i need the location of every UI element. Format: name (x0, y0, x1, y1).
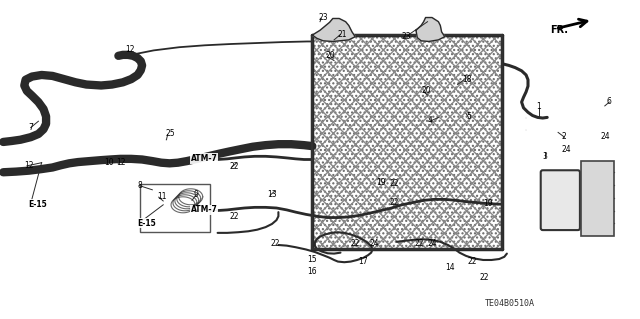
Text: 14: 14 (445, 263, 454, 272)
Text: 20: 20 (421, 86, 431, 95)
Text: E-15: E-15 (138, 219, 156, 228)
Text: 2: 2 (562, 132, 566, 141)
Text: FR.: FR. (550, 25, 568, 35)
Text: E-15: E-15 (28, 200, 47, 209)
Text: 22: 22 (415, 239, 424, 248)
Bar (581, 161, 614, 236)
Text: 22: 22 (229, 162, 239, 171)
Text: 1: 1 (536, 102, 541, 111)
Text: 24: 24 (600, 132, 610, 141)
Text: 24: 24 (562, 145, 572, 154)
Text: 23: 23 (319, 13, 328, 22)
Text: 16: 16 (307, 267, 317, 276)
Text: 4: 4 (428, 116, 433, 125)
FancyBboxPatch shape (541, 170, 580, 230)
Text: 10: 10 (104, 158, 114, 167)
Bar (140, 184, 210, 232)
Bar (312, 35, 502, 249)
Text: 7: 7 (29, 123, 34, 132)
Text: 19: 19 (483, 199, 493, 208)
Text: 21: 21 (338, 30, 348, 39)
Text: 19: 19 (376, 178, 386, 187)
Text: 12: 12 (24, 161, 34, 170)
Text: 18: 18 (462, 75, 472, 84)
Text: 25: 25 (165, 130, 175, 138)
Bar (312, 35, 502, 249)
Text: 24: 24 (370, 239, 380, 248)
Text: 17: 17 (358, 257, 368, 266)
Polygon shape (312, 19, 355, 41)
Text: 8: 8 (138, 181, 142, 189)
Text: 3: 3 (543, 152, 548, 161)
Text: TE04B0510A: TE04B0510A (485, 299, 535, 308)
Text: ATM-7: ATM-7 (191, 205, 218, 214)
Text: ATM-7: ATM-7 (191, 154, 218, 163)
Text: 22: 22 (389, 198, 399, 207)
Bar (312, 35, 502, 249)
Text: 22: 22 (351, 239, 360, 248)
Text: 6: 6 (607, 97, 612, 106)
Text: 22: 22 (467, 257, 477, 266)
Text: 15: 15 (307, 256, 317, 264)
Polygon shape (416, 18, 445, 41)
Text: 22: 22 (480, 273, 490, 282)
Text: 20: 20 (325, 51, 335, 60)
Text: 12: 12 (125, 45, 134, 54)
Text: 23: 23 (402, 32, 412, 41)
Text: 9: 9 (194, 190, 199, 199)
Text: 11: 11 (157, 192, 166, 201)
Text: 12: 12 (116, 158, 126, 167)
Text: 22: 22 (270, 239, 280, 248)
Text: 13: 13 (268, 190, 277, 199)
Text: 22: 22 (389, 179, 399, 188)
Text: 5: 5 (466, 112, 471, 121)
Text: 24: 24 (428, 239, 437, 248)
Text: 22: 22 (229, 212, 239, 221)
